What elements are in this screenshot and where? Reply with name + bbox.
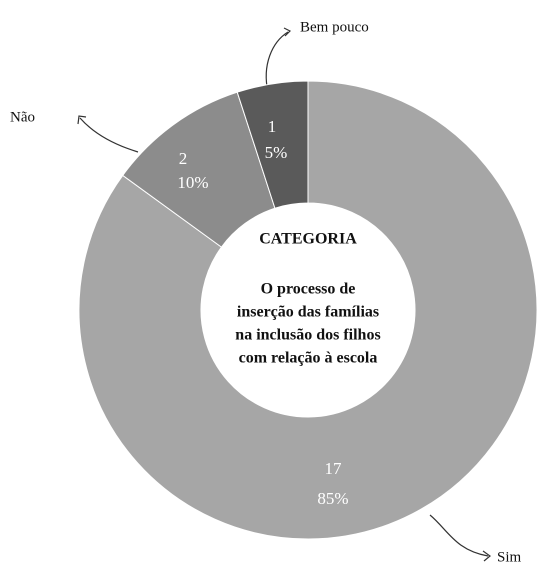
category-label: Não bbox=[10, 109, 35, 125]
data-label: 2 bbox=[179, 149, 188, 168]
donut-slice bbox=[78, 80, 538, 540]
percent-label: 10% bbox=[177, 173, 208, 192]
category-label: Bem pouco bbox=[300, 19, 369, 35]
center-text: na inclusão dos filhos bbox=[235, 327, 380, 344]
arrow bbox=[79, 117, 139, 153]
arrowhead bbox=[482, 550, 491, 562]
center-title: CATEGORIA bbox=[259, 231, 357, 248]
arrows bbox=[77, 27, 491, 562]
percent-label: 5% bbox=[265, 143, 288, 162]
center-text: O processo de bbox=[261, 281, 356, 298]
center-text: inserção das famílias bbox=[237, 304, 379, 321]
arrowhead bbox=[283, 27, 292, 37]
category-label: Sim bbox=[497, 549, 522, 565]
percent-label: 85% bbox=[317, 489, 348, 508]
data-label: 17 bbox=[325, 459, 343, 478]
center-text: com relação à escola bbox=[239, 350, 378, 367]
donut-slice bbox=[236, 80, 309, 209]
arrow bbox=[429, 514, 489, 557]
arrowhead bbox=[77, 115, 87, 125]
data-label: 1 bbox=[268, 117, 277, 136]
